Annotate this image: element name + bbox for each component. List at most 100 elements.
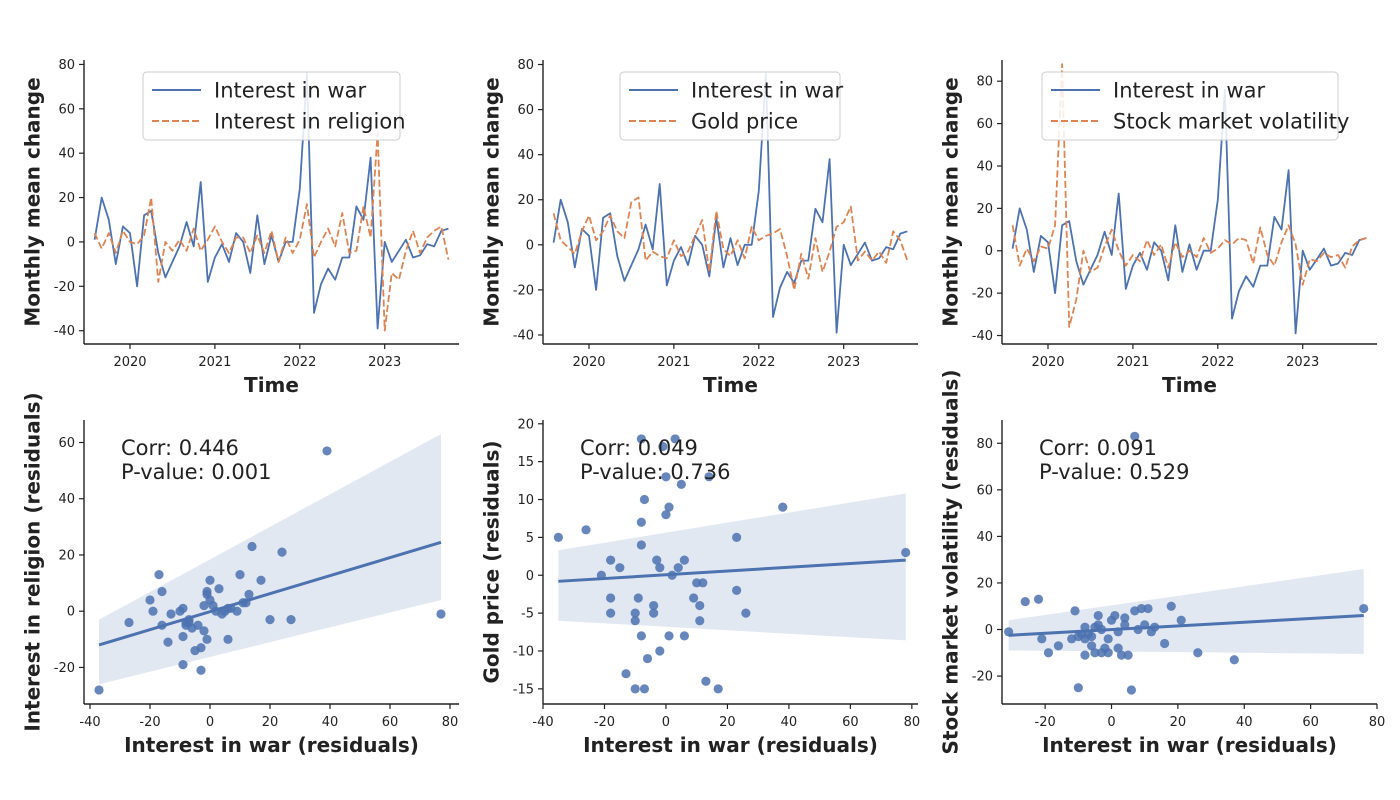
x-tick-label: 0: [662, 715, 670, 730]
scatter-point: [145, 595, 155, 605]
x-tick-label: 40: [1236, 715, 1253, 730]
scatter-point: [94, 685, 104, 695]
y-tick-label: 60: [976, 117, 993, 132]
scatter-point: [732, 585, 742, 596]
scatter-point: [1176, 615, 1186, 625]
x-tick-label: 2021: [657, 355, 690, 370]
scatter-point: [649, 608, 659, 618]
y-tick-label: 20: [976, 202, 993, 217]
y-tick-label: 80: [58, 58, 75, 73]
scatter-point: [695, 600, 705, 611]
scatter-point: [655, 563, 665, 573]
scatter-point: [214, 584, 224, 594]
stat-annotation: Corr: 0.091: [1039, 436, 1157, 460]
legend-label: Interest in religion: [214, 110, 406, 134]
y-tick-label: 80: [976, 75, 993, 90]
regression-line: [98, 540, 442, 647]
scatter-point: [679, 631, 689, 641]
x-axis-title: Time: [703, 373, 758, 397]
legend-box: [1041, 71, 1339, 141]
scatter-point: [235, 570, 245, 580]
y-tick-label: 20: [58, 191, 75, 206]
y-tick-label: -40: [54, 324, 75, 339]
y-tick-label: -15: [513, 682, 534, 697]
y-tick-label: -20: [54, 661, 75, 676]
scatter-point: [639, 494, 650, 505]
y-tick-label: 20: [517, 417, 534, 432]
x-tick-label: -40: [532, 715, 553, 730]
scatter-point: [223, 634, 233, 644]
series-line-2: [93, 132, 450, 332]
scatter-point: [1093, 610, 1103, 621]
x-tick-label: 0: [206, 715, 214, 730]
scatter-point: [1087, 631, 1097, 642]
y-tick-label: 40: [976, 159, 993, 174]
y-tick-label: 0: [526, 238, 534, 253]
scatter-point: [265, 615, 275, 625]
scatter-point: [636, 631, 646, 641]
scatter-point: [1120, 613, 1130, 623]
x-tick-label: 60: [842, 715, 859, 730]
y-tick-label: -20: [972, 670, 993, 685]
y-tick-label: 0: [985, 623, 993, 638]
confidence-band: [558, 493, 906, 641]
scatter-point: [247, 541, 257, 552]
y-tick-label: 80: [517, 58, 534, 73]
x-tick-label: -40: [79, 715, 100, 730]
scatter-point: [655, 646, 665, 656]
x-tick-label: 2020: [572, 355, 605, 370]
scatter-point: [1120, 620, 1130, 630]
y-tick-label: 20: [517, 193, 534, 208]
scatter-point: [1103, 648, 1113, 658]
x-tick-label: -20: [594, 715, 615, 730]
scatter-point: [322, 446, 332, 456]
scatter-point: [193, 620, 203, 630]
y-axis-title: Stock market volatility (residuals): [939, 370, 963, 755]
y-tick-label: 60: [58, 436, 75, 451]
scatter-point: [1130, 431, 1140, 441]
scatter-point: [698, 578, 708, 588]
scatter-point: [1043, 648, 1054, 658]
x-tick-label: 0: [1107, 715, 1115, 730]
scatter-point: [615, 563, 625, 573]
scatter-point: [178, 631, 188, 642]
x-tick-label: 40: [322, 715, 339, 730]
scatter-point: [673, 563, 683, 573]
subplot-1: -40 -20 0 20 40 60 80 2020 2021 2022 2023 Interest …: [21, 58, 459, 397]
series-line-2: [552, 196, 909, 291]
scatter-point: [695, 616, 705, 626]
y-tick-label: 0: [67, 235, 75, 250]
scatter-point: [689, 593, 699, 603]
regression-line: [1008, 614, 1364, 637]
y-tick-label: 80: [976, 437, 993, 452]
scatter-point: [1113, 643, 1123, 653]
scatter-point: [205, 575, 215, 585]
subplot-6: -20 0 20 40 60 80 -20 0 20 40 60 80 Corr: 0.091P-val…: [939, 370, 1386, 757]
scatter-point: [1123, 650, 1133, 660]
scatter-point: [649, 600, 659, 611]
series-line-1: [1011, 88, 1367, 335]
scatter-point: [741, 608, 751, 618]
scatter-point: [676, 479, 686, 489]
x-tick-label: 60: [1302, 715, 1319, 730]
x-tick-label: 2020: [1031, 355, 1064, 370]
y-tick-label: 40: [517, 148, 534, 163]
scatter-point: [581, 525, 591, 535]
scatter-point: [157, 586, 167, 597]
scatter-point: [664, 502, 674, 512]
x-tick-label: 20: [719, 715, 736, 730]
scatter-point: [630, 684, 640, 694]
subplot-2: -40 -20 0 20 40 60 80 2020 2021 2022 2023 Interest …: [480, 58, 918, 397]
legend: Interest in war Stock market volatility: [1041, 71, 1349, 141]
scatter-point: [1020, 596, 1030, 607]
scatter-point: [732, 532, 742, 542]
scatter-point: [202, 586, 212, 597]
x-tick-label: 2023: [368, 355, 401, 370]
x-tick-label: 2022: [1201, 355, 1234, 370]
scatter-point: [701, 676, 711, 686]
x-axis-title: Interest in war (residuals): [583, 733, 878, 757]
legend-label: Interest in war: [691, 79, 843, 103]
y-tick-label: 20: [976, 576, 993, 591]
scatter-point: [1160, 638, 1170, 649]
scatter-point: [670, 434, 680, 444]
